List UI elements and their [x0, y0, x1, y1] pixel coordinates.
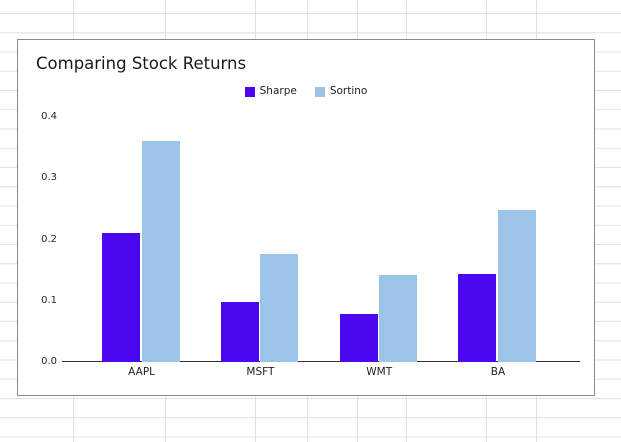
- bar-wmt-sortino: [379, 275, 418, 362]
- x-axis-line: [62, 361, 580, 362]
- bar-ba-sortino: [498, 210, 536, 362]
- bar-wmt-sharpe: [339, 314, 378, 362]
- x-axis-label-aapl: AAPL: [128, 366, 156, 378]
- legend-color-swatch-sortino: [314, 86, 325, 97]
- y-axis-tick-label: 0.4: [41, 111, 57, 122]
- y-axis-tick-label: 0.3: [41, 172, 57, 184]
- x-axis-label-ba: BA: [490, 366, 506, 378]
- legend-color-swatch-sharpe: [244, 86, 255, 97]
- chart-title: Comparing Stock Returns: [36, 54, 247, 73]
- x-axis-label-wmt: WMT: [366, 366, 393, 378]
- legend-label-sharpe: Sharpe: [259, 85, 297, 98]
- y-axis-tick-label: 0.0: [41, 356, 57, 367]
- y-axis-tick-label: 0.2: [41, 233, 57, 245]
- legend-item-sortino: Sortino: [314, 85, 368, 98]
- bar-msft-sharpe: [220, 302, 259, 362]
- bar-aapl-sharpe: [102, 233, 140, 362]
- chart-object[interactable]: Comparing Stock Returns Sharpe Sortino 0…: [17, 39, 595, 396]
- bar-msft-sortino: [260, 254, 299, 362]
- bar-ba-sharpe: [458, 274, 497, 362]
- plot-area: 0.0 0.1 0.2 0.3 0.4 AAPL MSFT WMT BA: [18, 40, 594, 395]
- bar-aapl-sortino: [141, 141, 180, 362]
- legend-label-sortino: Sortino: [329, 85, 368, 98]
- chart-legend: Sharpe Sortino: [18, 84, 594, 99]
- legend-item-sharpe: Sharpe: [244, 85, 297, 98]
- x-axis-label-msft: MSFT: [246, 366, 275, 378]
- y-axis-tick-label: 0.1: [41, 294, 57, 306]
